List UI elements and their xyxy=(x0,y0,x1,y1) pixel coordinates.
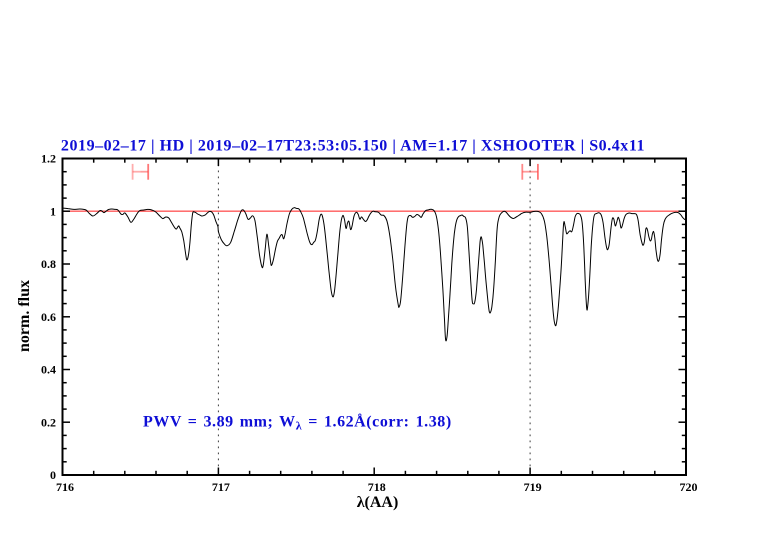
svg-text:PWV = 3.89 mm; Wλ = 1.62Å(corr: PWV = 3.89 mm; Wλ = 1.62Å(corr: 1.38) xyxy=(143,413,452,433)
svg-text:0.8: 0.8 xyxy=(41,257,56,271)
svg-text:717: 717 xyxy=(212,480,230,494)
svg-text:719: 719 xyxy=(524,480,542,494)
svg-text:1.2: 1.2 xyxy=(41,152,56,166)
svg-text:720: 720 xyxy=(680,480,698,494)
svg-text:1: 1 xyxy=(50,204,56,218)
svg-text:2019–02–17 | HD | 2019–02–17T2: 2019–02–17 | HD | 2019–02–17T23:53:05.15… xyxy=(61,138,645,155)
svg-text:716: 716 xyxy=(56,480,74,494)
svg-text:0.2: 0.2 xyxy=(41,415,56,429)
svg-text:0.6: 0.6 xyxy=(41,310,56,324)
svg-text:0: 0 xyxy=(50,468,56,482)
svg-text:norm. flux: norm. flux xyxy=(16,280,33,352)
svg-text:λ(AA): λ(AA) xyxy=(357,494,399,511)
svg-text:0.4: 0.4 xyxy=(41,363,56,377)
svg-text:718: 718 xyxy=(368,480,386,494)
